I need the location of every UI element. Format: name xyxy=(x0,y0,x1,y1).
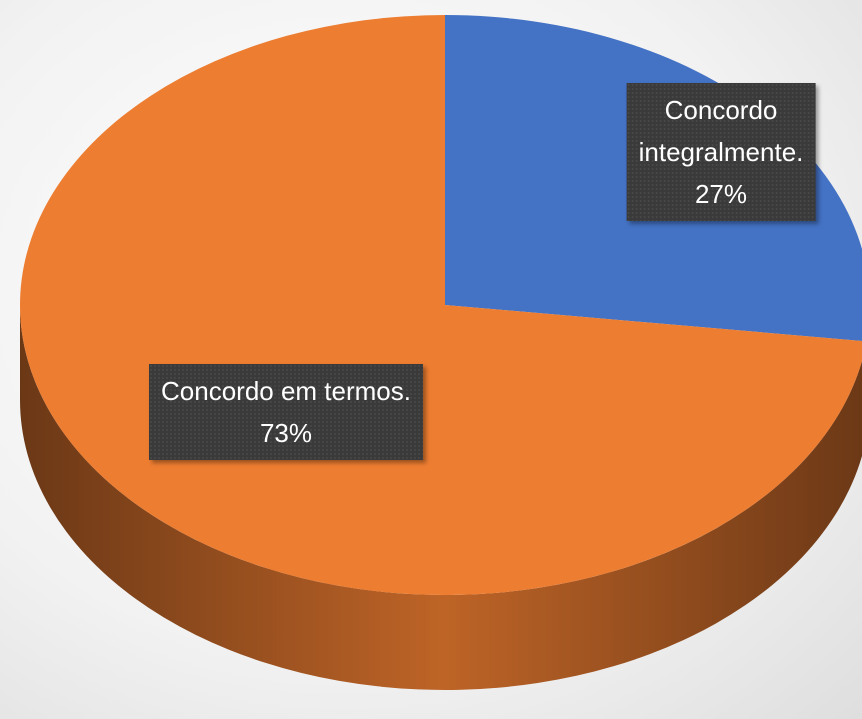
label-value: 73% xyxy=(259,418,313,448)
slice-side xyxy=(20,305,862,691)
label-category: Concordo integralmente. xyxy=(638,95,804,167)
label-category: Concordo em termos. xyxy=(161,376,411,406)
label-value: 27% xyxy=(694,179,748,209)
data-label: Concordo integralmente. 27% xyxy=(626,83,816,221)
data-label: Concordo em termos. 73% xyxy=(149,364,423,460)
